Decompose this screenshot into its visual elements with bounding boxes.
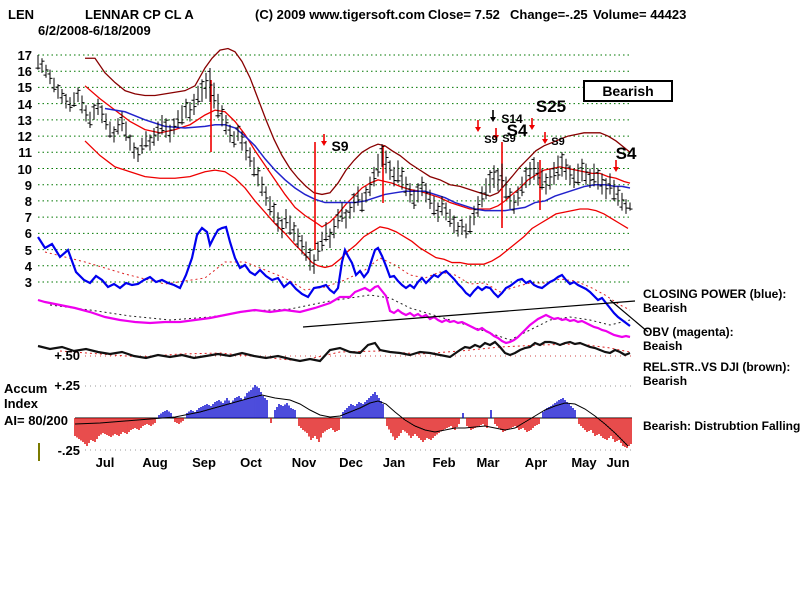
signal-annotation: S25 (535, 97, 567, 116)
red-down-arrow (321, 141, 327, 146)
obv-line (37, 284, 631, 345)
closing-power-ma-dotted (44, 251, 631, 311)
month-axis-label: Apr (524, 455, 548, 470)
maroon-band-line (85, 47, 631, 197)
month-axis-label: Jul (95, 455, 115, 470)
price-axis-tick-label: 15 (17, 80, 32, 96)
month-axis-label: Mar (476, 455, 500, 470)
red-down-arrow (542, 139, 548, 144)
month-axis-label: Jun (606, 455, 630, 470)
cp-trendline (302, 300, 636, 328)
month-axis-label: Sep (192, 455, 216, 470)
date-range: 6/2/2008-6/18/2009 (38, 23, 151, 38)
copyright-text: (C) 2009 www.tigersoft.com (255, 7, 425, 22)
month-axis-label: Dec (339, 455, 363, 470)
accum-label-line2: Index (4, 396, 38, 411)
signal-annotation: S9 (331, 138, 349, 154)
indicator-status: Beaish (643, 339, 683, 353)
close-value: Close= 7.52 (428, 7, 500, 22)
price-axis-tick-label: 13 (17, 112, 32, 128)
month-axis-label: Jan (382, 455, 406, 470)
accum-overlay-line (74, 394, 629, 447)
red-down-arrow (475, 127, 481, 132)
indicator-status-label: OBV (magenta): Beaish (643, 325, 734, 353)
black-down-arrow (490, 117, 496, 122)
price-axis-tick-label: 6 (24, 226, 32, 242)
price-axis-tick-label: 3 (24, 275, 32, 290)
price-axis-tick-label: 4 (24, 258, 32, 274)
month-axis-label: Feb (432, 455, 456, 470)
rel-str-line (37, 340, 631, 363)
red-lower-band-line (84, 140, 629, 269)
price-axis-tick-label: 8 (24, 193, 32, 209)
signal-annotation: S9 (484, 134, 498, 146)
accum-label-line1: Accum (4, 381, 48, 396)
price-axis-tick-label: 5 (24, 242, 32, 258)
indicator-title: REL.STR..VS DJI (brown): (643, 360, 791, 374)
indicator-title: Bearish: Distrubtion Falling. (643, 419, 800, 433)
red-upper-band-line (84, 85, 631, 228)
indicator-status-label: CLOSING POWER (blue): Bearish (643, 287, 786, 315)
signal-annotation: S9 (551, 136, 565, 148)
level-label-plus25: +.25 (54, 378, 80, 393)
price-axis-tick-label: 9 (24, 177, 32, 193)
price-axis-tick-label: 16 (17, 64, 32, 80)
indicator-status: Bearish (643, 374, 688, 388)
price-axis-tick-label: 11 (18, 145, 32, 161)
level-label-minus25: -.25 (57, 443, 80, 458)
accum-label-line3: AI= 80/200 (4, 413, 68, 428)
indicator-status-label: REL.STR..VS DJI (brown): Bearish (643, 360, 790, 388)
month-axis-label: Oct (240, 455, 262, 470)
signal-annotation: S9 (502, 133, 516, 145)
price-axis-tick-label: 14 (17, 96, 32, 112)
indicator-status: Bearish (643, 301, 688, 315)
ticker-symbol: LEN (8, 7, 34, 22)
level-label-plus50: +.50 (54, 348, 80, 363)
obv-pointer-line (609, 299, 649, 333)
price-axis-tick-label: 12 (17, 129, 32, 145)
month-axis-label: Aug (142, 455, 168, 470)
indicator-title: OBV (magenta): (643, 325, 734, 339)
month-axis-label: May (571, 455, 597, 470)
change-value: Change=-.25 (510, 7, 588, 22)
month-axis-label: Nov (291, 455, 317, 470)
signal-box: Bearish (583, 80, 673, 102)
closing-power-line (37, 225, 631, 327)
chart-title: LENNAR CP CL A (85, 7, 194, 22)
red-down-arrow (493, 135, 499, 140)
price-axis-tick-label: 10 (17, 161, 32, 177)
price-axis-tick-label: 7 (24, 210, 32, 226)
red-down-arrow (613, 167, 619, 172)
signal-annotation: S4 (615, 144, 637, 163)
signal-annotation: S4 (506, 121, 528, 140)
indicator-status-label: Bearish: Distrubtion Falling. (643, 419, 800, 433)
volume-value: Volume= 44423 (593, 7, 687, 22)
indicator-title: CLOSING POWER (blue): (643, 287, 787, 301)
price-axis-tick-label: 17 (17, 48, 32, 63)
signal-annotation: S14 (501, 112, 523, 126)
blue-ma-line (104, 107, 631, 212)
red-down-arrow (529, 125, 535, 130)
